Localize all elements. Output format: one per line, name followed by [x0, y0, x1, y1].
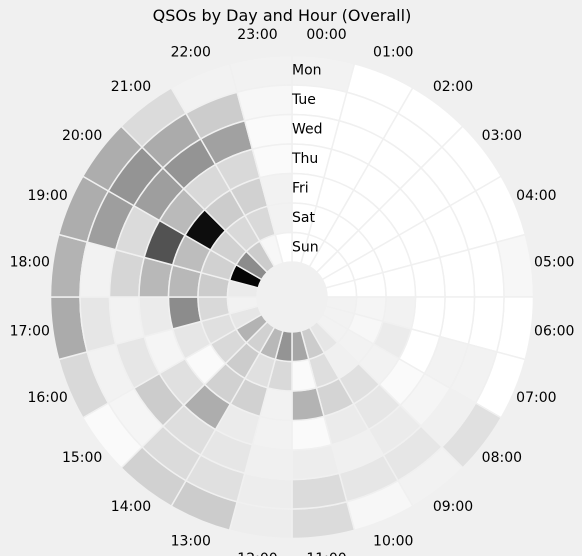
day-labels: Mon Tue Wed Thu Fri Sat Sun — [291, 62, 323, 255]
hour-label: 04:00 — [516, 188, 556, 204]
hour-label: 16:00 — [27, 390, 67, 406]
day-label: Tue — [291, 92, 316, 108]
hour-label: 02:00 — [433, 79, 473, 95]
hour-label: 10:00 — [373, 533, 413, 549]
hour-label: 05:00 — [534, 254, 574, 270]
heatmap-cells — [49, 54, 535, 540]
hour-label: 19:00 — [27, 188, 67, 204]
hour-tick-labels: 00:00 01:00 02:00 03:00 04:00 05:00 06:00 07:00… — [10, 27, 575, 556]
hour-label: 01:00 — [373, 45, 413, 61]
chart-title: QSOs by Day and Hour (Overall) — [153, 6, 412, 25]
day-label: Sat — [292, 210, 315, 226]
day-label: Fri — [292, 180, 309, 196]
hour-label: 20:00 — [62, 128, 102, 144]
heatmap-cell-sun-23 — [274, 231, 293, 265]
hour-label: 14:00 — [111, 499, 151, 515]
hour-label: 07:00 — [516, 390, 556, 406]
hour-label: 13:00 — [171, 533, 211, 549]
hour-label: 22:00 — [171, 45, 211, 61]
hour-label: 11:00 — [306, 551, 346, 556]
hour-label: 08:00 — [482, 450, 522, 466]
hour-label: 09:00 — [433, 499, 473, 515]
hour-label: 15:00 — [62, 450, 102, 466]
heatmap-cell-thu-17 — [138, 296, 174, 338]
hour-label: 12:00 — [237, 551, 277, 556]
hour-label: 21:00 — [111, 79, 151, 95]
heatmap-cell-thu-11 — [291, 415, 333, 451]
hour-label: 17:00 — [10, 324, 50, 340]
hour-label: 03:00 — [482, 128, 522, 144]
heatmap-cell-thu-23 — [251, 143, 293, 179]
day-label: Mon — [292, 62, 322, 78]
day-label: Sun — [292, 239, 319, 255]
day-label: Wed — [292, 121, 323, 137]
hour-label: 18:00 — [10, 254, 50, 270]
hour-label: 00:00 — [306, 27, 346, 43]
hour-label: 23:00 — [237, 27, 277, 43]
hour-label: 06:00 — [534, 324, 574, 340]
heatmap-cell-thu-5 — [410, 256, 446, 298]
day-label: Thu — [291, 151, 318, 167]
